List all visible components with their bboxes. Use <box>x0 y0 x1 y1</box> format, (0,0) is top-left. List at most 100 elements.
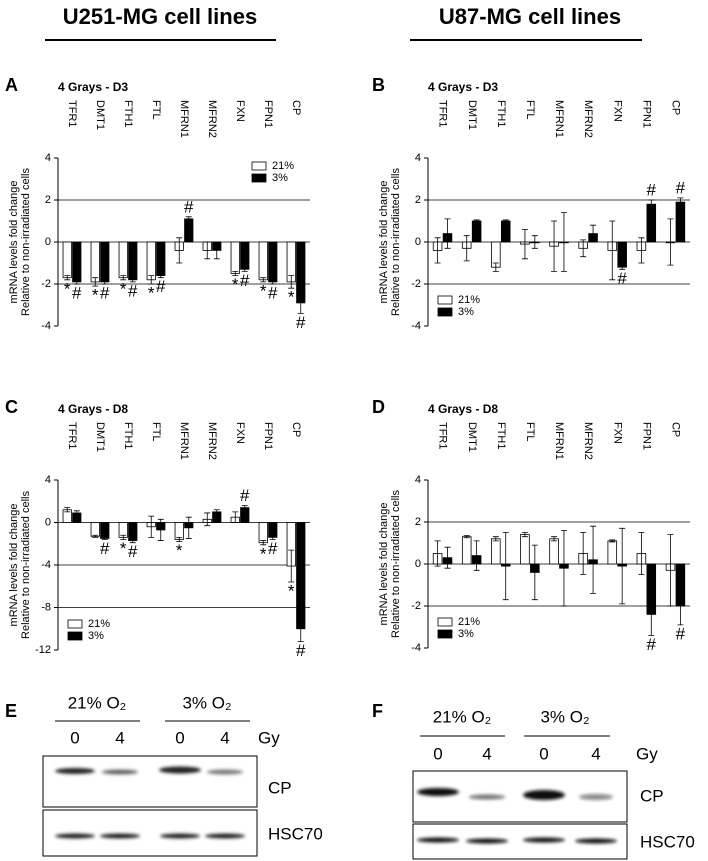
error-bar <box>502 532 509 601</box>
x-tick-label: MFRN2 <box>206 422 218 460</box>
error-bar <box>521 532 528 538</box>
x-tick-label: TFR1 <box>437 422 449 450</box>
y-tick-label: -4 <box>411 642 421 654</box>
y-tick-label: -8 <box>41 601 51 613</box>
bar <box>240 241 250 270</box>
bands <box>55 766 243 775</box>
legend-swatch <box>251 173 267 183</box>
dose: 4 <box>115 728 124 747</box>
y-axis-label: mRNA levels fold change <box>8 504 20 627</box>
bar <box>461 536 472 565</box>
x-tick-label: CP <box>290 422 302 437</box>
error-bar <box>473 219 480 223</box>
error-bar <box>609 220 616 281</box>
error-bar <box>492 262 499 272</box>
legend-label: 21% <box>88 618 110 630</box>
protein: CP <box>268 778 292 797</box>
x-tick-label: FTL <box>150 422 162 442</box>
error-bar <box>297 292 304 314</box>
error-bar <box>120 275 127 281</box>
error-bar <box>667 534 674 607</box>
error-bar <box>241 266 248 272</box>
legend-label: 3% <box>88 630 104 642</box>
error-bar <box>185 516 192 539</box>
dose: 4 <box>482 744 491 763</box>
dose: 4 <box>220 728 229 747</box>
x-tick-label: FTH1 <box>495 422 507 450</box>
y-tick-label: -2 <box>411 278 421 290</box>
x-tick-label: FPN1 <box>262 422 274 450</box>
x-tick-label: MFRN1 <box>178 100 190 138</box>
error-bar <box>176 237 183 264</box>
bar <box>146 241 156 281</box>
error-bar <box>297 615 304 642</box>
x-tick-label: FTH1 <box>495 100 507 128</box>
protein: CP <box>640 786 664 805</box>
panel-letter: D <box>372 397 385 417</box>
bar <box>128 522 138 541</box>
dose: 4 <box>591 744 600 763</box>
error-bar <box>204 512 211 527</box>
bar <box>174 522 184 540</box>
y-tick-label: -4 <box>41 559 51 571</box>
error-bar <box>434 540 441 567</box>
x-tick-label: FXN <box>234 100 246 122</box>
error-bar <box>64 275 71 281</box>
condition: 21% O₂ <box>433 707 492 726</box>
y-tick-label: 0 <box>45 516 51 528</box>
error-bar <box>232 511 239 523</box>
error-bar <box>560 212 567 272</box>
bar <box>549 538 559 565</box>
bar <box>258 522 268 544</box>
y-tick-label: 4 <box>45 152 51 164</box>
y-tick-label: -2 <box>411 600 421 612</box>
significance: * <box>92 286 99 305</box>
y-axis-label: Relative to non-irradiated cells <box>20 491 32 639</box>
error-bar <box>619 527 626 605</box>
significance: * <box>260 281 267 300</box>
legend-swatch <box>437 629 453 639</box>
x-tick-label: FTL <box>524 100 536 120</box>
error-bar <box>269 279 276 285</box>
error-bar <box>148 275 155 285</box>
x-tick-label: CP <box>670 100 682 115</box>
error-bar <box>590 224 597 243</box>
bar <box>90 522 100 537</box>
error-bar <box>619 264 626 270</box>
x-tick-label: FPN1 <box>640 422 652 450</box>
x-tick-label: TFR1 <box>66 422 78 450</box>
error-bar <box>260 277 267 283</box>
error-bar <box>648 199 655 209</box>
y-tick-label: 2 <box>45 194 51 206</box>
panel-letter: F <box>372 701 383 721</box>
significance: # <box>156 277 166 296</box>
header: U251-MG cell lines <box>63 4 257 29</box>
blot-box <box>42 755 258 808</box>
protein: HSC70 <box>268 824 323 843</box>
y-tick-label: 2 <box>415 194 421 206</box>
y-tick-label: 4 <box>415 474 421 486</box>
significance: # <box>240 271 250 290</box>
y-tick-label: 0 <box>415 558 421 570</box>
y-tick-label: 2 <box>415 516 421 528</box>
bar <box>184 218 194 243</box>
bar <box>675 201 686 243</box>
y-tick-label: -12 <box>35 644 51 656</box>
legend-label: 3% <box>272 172 288 184</box>
bands <box>417 788 613 800</box>
chart-title: 4 Grays - D8 <box>58 402 128 416</box>
error-bar <box>73 510 80 516</box>
significance: # <box>676 624 686 643</box>
error-bar <box>434 237 441 264</box>
significance: * <box>260 544 267 563</box>
legend-label: 21% <box>458 616 480 628</box>
panel-letter: E <box>5 701 17 721</box>
error-bar <box>64 507 71 513</box>
legend-swatch <box>437 307 453 317</box>
dose: 0 <box>175 728 184 747</box>
y-tick-label: 0 <box>45 236 51 248</box>
error-bar <box>269 534 276 540</box>
error-bar <box>638 532 645 575</box>
significance: # <box>617 269 627 288</box>
significance: * <box>120 539 127 558</box>
